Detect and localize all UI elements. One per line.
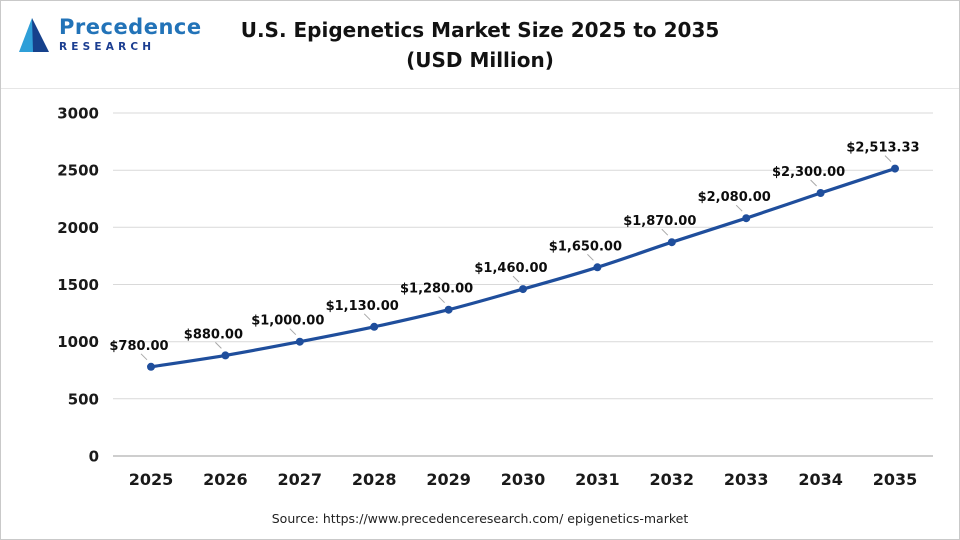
- label-leader-line: [438, 296, 445, 304]
- data-label: $1,650.00: [549, 239, 622, 254]
- logo-text-secondary: RESEARCH: [59, 41, 156, 54]
- chart-footer: Source: https://www.precedenceresearch.c…: [1, 505, 959, 539]
- data-point: [444, 305, 453, 314]
- data-point: [370, 322, 379, 331]
- data-label: $1,870.00: [623, 214, 696, 229]
- label-leader-line: [661, 228, 669, 236]
- y-tick-label: 2000: [57, 219, 99, 237]
- data-label: $1,130.00: [326, 299, 399, 314]
- data-label: $1,000.00: [251, 314, 324, 329]
- y-tick-label: 0: [89, 448, 99, 466]
- source-text: Source: https://www.precedenceresearch.c…: [271, 511, 689, 526]
- data-label: $1,460.00: [474, 261, 547, 276]
- y-tick-label: 2500: [57, 162, 99, 180]
- data-label: $2,513.33: [846, 141, 919, 156]
- label-leader-line: [587, 253, 594, 261]
- chart-title: U.S. Epigenetics Market Size 2025 to 203…: [240, 17, 720, 42]
- data-point: [147, 362, 155, 371]
- title-block: U.S. Epigenetics Market Size 2025 to 203…: [241, 15, 720, 75]
- data-point: [667, 238, 676, 247]
- label-leader-line: [363, 313, 371, 321]
- data-label: $2,300.00: [772, 165, 845, 180]
- data-point: [221, 351, 230, 360]
- data-point: [816, 189, 825, 197]
- data-point: [742, 214, 751, 223]
- data-point: [891, 164, 899, 173]
- precedence-research-logo: Precedence RESEARCH: [17, 16, 202, 54]
- label-leader-line: [884, 155, 892, 162]
- x-tick-label: 2030: [501, 470, 546, 489]
- chart-subtitle: (USD Million): [406, 47, 554, 72]
- x-tick-label: 2034: [798, 470, 843, 489]
- x-tick-label: 2028: [352, 470, 397, 489]
- x-tick-label: 2025: [129, 470, 174, 489]
- y-tick-label: 500: [68, 390, 99, 408]
- y-tick-label: 1500: [57, 276, 99, 294]
- chart-area: 0 500 1000 1500 2000 2500 3000 2025 2026 2027 2028…: [1, 89, 959, 505]
- x-tick-label: 2031: [575, 470, 620, 489]
- label-leader-line: [215, 342, 222, 349]
- x-tick-label: 2026: [203, 470, 248, 489]
- data-point: [593, 263, 602, 272]
- label-leader-line: [810, 179, 817, 187]
- x-tick-label: 2032: [650, 470, 695, 489]
- data-label: $880.00: [184, 327, 243, 342]
- label-leader-line: [512, 275, 520, 283]
- line-chart: 0 500 1000 1500 2000 2500 3000 2025 2026 2027 2028…: [57, 105, 933, 489]
- logo-mark-icon: [19, 18, 49, 52]
- data-label: $1,280.00: [400, 282, 473, 297]
- label-leader-line: [735, 204, 743, 212]
- logo-text-primary: Precedence: [59, 15, 202, 40]
- data-label: $2,080.00: [698, 190, 771, 205]
- label-leader-line: [140, 353, 148, 361]
- logo-text: Precedence RESEARCH: [59, 17, 202, 53]
- y-tick-label: 1000: [57, 333, 99, 351]
- x-tick-label: 2027: [278, 470, 323, 489]
- x-tick-label: 2035: [873, 470, 918, 489]
- chart-header: Precedence RESEARCH U.S. Epigenetics Mar…: [1, 1, 959, 89]
- data-point: [295, 337, 304, 346]
- x-tick-label: 2033: [724, 470, 769, 489]
- y-tick-label: 3000: [57, 105, 99, 123]
- label-leader-line: [289, 328, 297, 336]
- x-tick-label: 2029: [426, 470, 471, 489]
- data-point: [519, 285, 527, 294]
- data-label: $780.00: [109, 339, 168, 354]
